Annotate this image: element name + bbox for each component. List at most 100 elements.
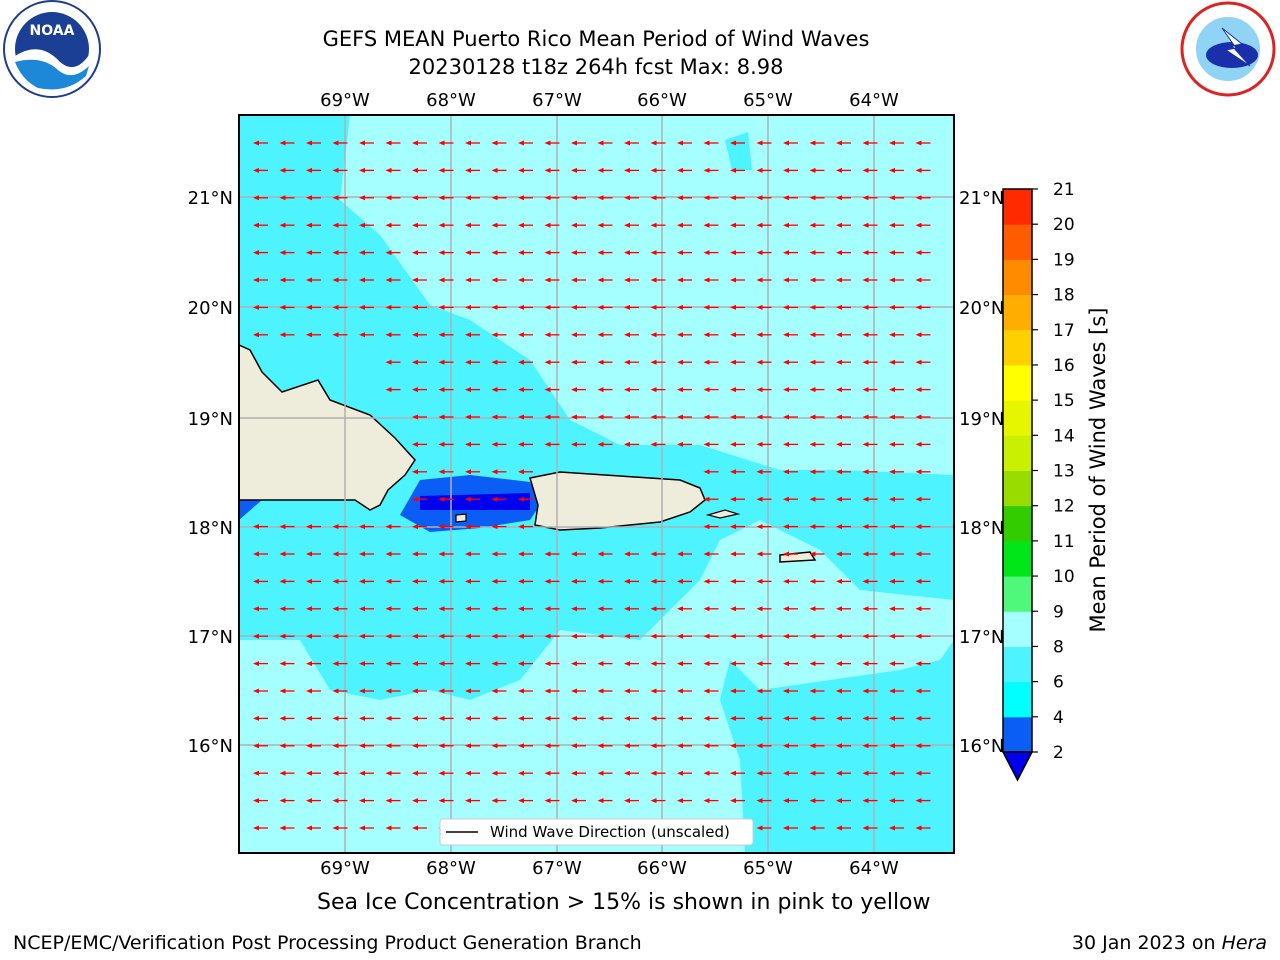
wind-wave-arrow	[359, 551, 374, 557]
wind-wave-arrow	[518, 633, 533, 639]
wind-wave-arrow	[703, 195, 719, 201]
wind-wave-arrow	[359, 798, 374, 804]
wind-wave-arrow	[332, 770, 348, 776]
wind-wave-arrow	[597, 277, 613, 283]
wind-wave-arrow	[650, 359, 666, 365]
wind-wave-arrow	[359, 222, 374, 228]
wind-wave-arrow	[465, 743, 480, 749]
wind-wave-arrow	[544, 250, 560, 256]
wind-wave-arrow	[703, 304, 719, 310]
wind-wave-arrow	[518, 770, 533, 776]
wind-wave-arrow	[809, 578, 825, 584]
wind-wave-arrow	[624, 359, 639, 365]
wind-wave-arrow	[703, 441, 719, 447]
wind-wave-arrow	[650, 414, 666, 420]
wind-wave-arrow	[597, 688, 613, 694]
wind-wave-arrow	[783, 304, 798, 310]
wind-wave-arrow	[465, 469, 480, 475]
wind-wave-arrow	[836, 798, 851, 804]
wind-wave-arrow	[889, 304, 904, 310]
wind-wave-arrow	[491, 140, 507, 146]
wind-wave-arrow	[306, 606, 321, 612]
wind-wave-arrow	[306, 332, 321, 338]
wind-wave-arrow	[491, 359, 507, 365]
wind-wave-arrow	[518, 524, 533, 530]
wind-wave-arrow	[279, 304, 295, 310]
wind-wave-arrow	[306, 551, 321, 557]
wind-wave-arrow	[703, 496, 719, 502]
wind-wave-arrow	[279, 606, 295, 612]
wind-wave-arrow	[783, 688, 798, 694]
wind-wave-arrow	[809, 441, 825, 447]
wind-wave-arrow	[412, 414, 427, 420]
colorbar-swatch	[1003, 224, 1032, 260]
colorbar-swatch	[1003, 576, 1032, 612]
wind-wave-arrow	[915, 743, 931, 749]
wind-wave-arrow	[465, 387, 480, 393]
wind-wave-arrow	[677, 743, 692, 749]
wind-wave-arrow	[809, 167, 825, 173]
wind-wave-arrow	[491, 277, 507, 283]
wind-wave-arrow	[544, 140, 560, 146]
wind-wave-arrow	[703, 524, 719, 530]
wind-wave-arrow	[306, 798, 321, 804]
wind-wave-arrow	[518, 167, 533, 173]
wind-wave-arrow	[544, 332, 560, 338]
wind-wave-arrow	[889, 524, 904, 530]
wind-wave-arrow	[783, 496, 798, 502]
wind-wave-arrow	[412, 606, 427, 612]
wind-wave-arrow	[730, 715, 745, 721]
colorbar-tick-label: 19	[1053, 250, 1075, 270]
wind-wave-arrow	[836, 606, 851, 612]
wind-wave-arrow	[412, 359, 427, 365]
wind-wave-arrow	[730, 222, 745, 228]
wind-wave-arrow	[889, 387, 904, 393]
wind-wave-arrow	[650, 167, 666, 173]
wind-wave-arrow	[783, 633, 798, 639]
wind-wave-arrow	[624, 304, 639, 310]
wind-wave-arrow	[306, 578, 321, 584]
wind-wave-arrow	[438, 140, 454, 146]
wind-wave-arrow	[730, 524, 745, 530]
wind-wave-arrow	[756, 743, 772, 749]
wind-wave-arrow	[571, 277, 586, 283]
wind-wave-arrow	[783, 140, 798, 146]
colorbar-swatch	[1003, 646, 1032, 683]
wind-wave-arrow	[438, 222, 454, 228]
wind-wave-arrow	[412, 250, 427, 256]
wind-wave-arrow	[279, 140, 295, 146]
wind-wave-arrow	[703, 167, 719, 173]
wind-wave-arrow	[703, 140, 719, 146]
wind-wave-arrow	[544, 770, 560, 776]
longitude-label: 69°W	[320, 90, 370, 111]
wind-wave-arrow	[518, 661, 533, 667]
wind-wave-arrow	[915, 195, 931, 201]
wind-wave-arrow	[465, 195, 480, 201]
wind-wave-arrow	[412, 441, 427, 447]
wind-wave-arrow	[253, 195, 268, 201]
wind-wave-arrow	[730, 359, 745, 365]
wind-wave-arrow	[465, 798, 480, 804]
wind-wave-arrow	[571, 633, 586, 639]
wind-wave-arrow	[544, 798, 560, 804]
wind-wave-arrow	[624, 222, 639, 228]
wind-wave-arrow	[889, 167, 904, 173]
wind-wave-arrow	[518, 715, 533, 721]
wind-wave-arrow	[862, 496, 878, 502]
wind-wave-arrow	[359, 606, 374, 612]
wind-wave-arrow	[544, 715, 560, 721]
wind-wave-arrow	[571, 743, 586, 749]
wind-wave-arrow	[862, 715, 878, 721]
wind-wave-arrow	[518, 496, 533, 502]
wind-wave-arrow	[862, 798, 878, 804]
wind-wave-arrow	[518, 277, 533, 283]
wind-wave-arrow	[624, 140, 639, 146]
wind-wave-arrow	[359, 277, 374, 283]
wind-wave-arrow	[465, 524, 480, 530]
colorbar-tick-label: 2	[1053, 743, 1064, 763]
wind-wave-arrow	[809, 633, 825, 639]
colorbar-swatch	[1003, 540, 1032, 577]
wind-wave-arrow	[677, 441, 692, 447]
wind-wave-arrow	[279, 688, 295, 694]
